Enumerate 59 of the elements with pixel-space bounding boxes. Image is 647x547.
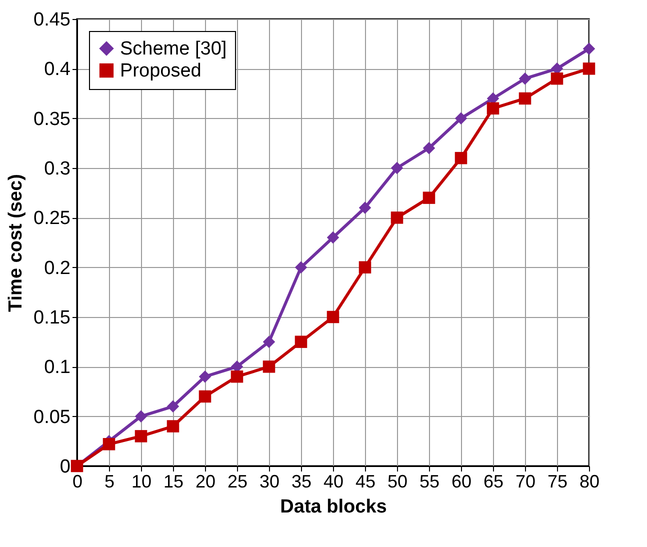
point <box>262 336 276 348</box>
point <box>134 430 148 442</box>
x-tick-label: 50 <box>387 472 408 492</box>
point <box>582 42 596 55</box>
point <box>550 72 564 85</box>
point <box>358 261 372 274</box>
y-tick-label: 0.4 <box>44 59 71 80</box>
y-tick-label: 0.25 <box>34 208 70 230</box>
legend-label: Proposed <box>120 60 202 82</box>
y-tick-label: 0.05 <box>34 406 70 428</box>
point <box>262 360 276 373</box>
y-tick-label: 0.1 <box>44 357 70 378</box>
y-axis-title: Time cost (sec) <box>6 174 27 312</box>
point <box>518 92 532 105</box>
x-tick-label: 80 <box>579 472 600 492</box>
y-tick-label: 0 <box>60 456 70 478</box>
x-tick-label: 5 <box>104 472 115 492</box>
x-tick-label: 40 <box>323 472 344 492</box>
x-tick-label: 20 <box>195 472 216 492</box>
x-axis-title: Data blocks <box>280 496 387 518</box>
x-tick-label: 25 <box>227 472 248 492</box>
x-tick-label: 10 <box>131 472 152 492</box>
point <box>166 400 180 413</box>
point <box>198 370 212 383</box>
y-tick-label: 0.2 <box>44 258 70 279</box>
point <box>486 102 500 115</box>
point <box>166 420 180 432</box>
point <box>390 212 404 224</box>
x-tick-label: 45 <box>355 472 376 492</box>
point <box>422 192 436 204</box>
point <box>102 438 116 450</box>
x-tick-label: 65 <box>483 472 504 492</box>
x-tick-label: 55 <box>419 472 440 492</box>
point <box>326 231 340 244</box>
x-tick-label: 60 <box>451 472 472 492</box>
point <box>454 112 468 124</box>
x-tick-label: 0 <box>72 472 83 492</box>
point <box>422 142 436 154</box>
legend-label: Scheme [30] <box>120 38 227 60</box>
point <box>358 202 372 214</box>
y-tick-label: 0.35 <box>34 108 70 130</box>
point <box>294 336 308 348</box>
point <box>454 152 468 164</box>
x-tick-label: 30 <box>259 472 280 492</box>
point <box>326 310 340 324</box>
x-tick-label: 35 <box>291 472 312 492</box>
x-tick-label: 75 <box>547 472 568 492</box>
point <box>390 162 404 174</box>
x-tick-label: 15 <box>163 472 184 492</box>
point <box>198 390 212 403</box>
point <box>582 62 596 75</box>
point <box>134 410 148 422</box>
point <box>294 261 308 274</box>
y-tick-label: 0.45 <box>34 10 70 30</box>
y-tick-label: 0.15 <box>34 308 70 328</box>
point <box>230 370 244 383</box>
point <box>518 72 532 85</box>
y-tick-label: 0.3 <box>44 158 70 180</box>
x-tick-label: 70 <box>515 472 536 492</box>
